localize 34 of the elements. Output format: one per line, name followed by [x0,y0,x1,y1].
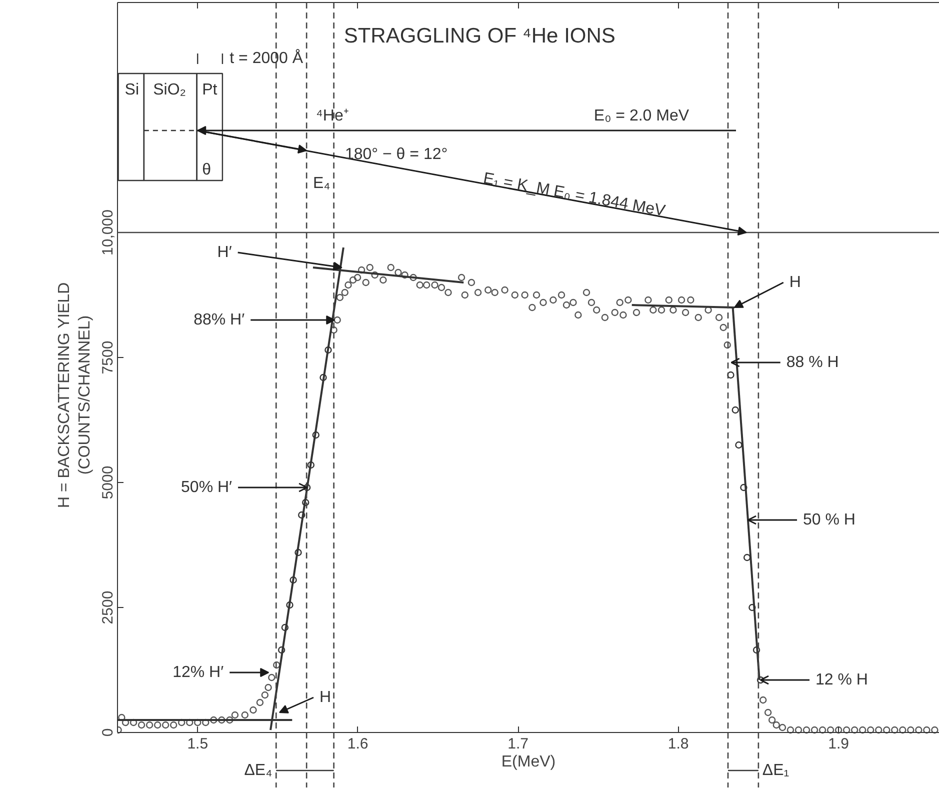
text: ΔE₄ [244,762,272,779]
x-tick-label: 1.5 [187,736,208,752]
annotation: SiO₂ [153,82,186,98]
annotation: θ [202,162,212,178]
annotation: t = 2000 Å [230,49,304,67]
annotation: 88% H′ [194,312,245,328]
annotation: 50% H′ [181,479,232,496]
text: ΔE₁ [762,762,790,779]
x-axis-title: E(MeV) [501,754,556,770]
annotation: E₁ = K_M E₀ = 1.844 MeV [482,170,667,220]
annotation: 180° − θ = 12° [344,146,448,163]
annotation: 50 % H [803,512,856,528]
annotation: 88 % H [786,354,839,371]
x-tick-label: 1.8 [668,736,689,752]
text: STRAGGLING OF ⁴He IONS [344,24,616,48]
x-tick-label: 1.7 [508,736,529,752]
y-tick-label: 10,000 [100,210,116,256]
y-tick-label: 7500 [100,340,116,374]
annotation: ⁴He⁺ [316,108,348,124]
y-tick-label: 0 [100,728,116,737]
annotation: H [319,689,332,706]
y-tick-label: 5000 [100,466,116,500]
y-axis-title: H = BACKSCATTERING YIELD (COUNTS/CHANNEL) [56,282,94,508]
y-tick-label: 2500 [100,590,116,624]
annotation: 12 % H [816,672,868,688]
annotation: E₄ [312,175,330,192]
annotation: 12% H′ [172,664,224,681]
annotation: E₀ = 2.0 MeV [594,108,690,124]
x-tick-label: 1.6 [347,736,368,752]
annotation: H′ [217,244,232,261]
annotation: Si [124,82,140,98]
x-tick-label: 1.9 [828,736,849,752]
annotation: H [789,274,801,291]
annotation: Pt [202,82,218,98]
